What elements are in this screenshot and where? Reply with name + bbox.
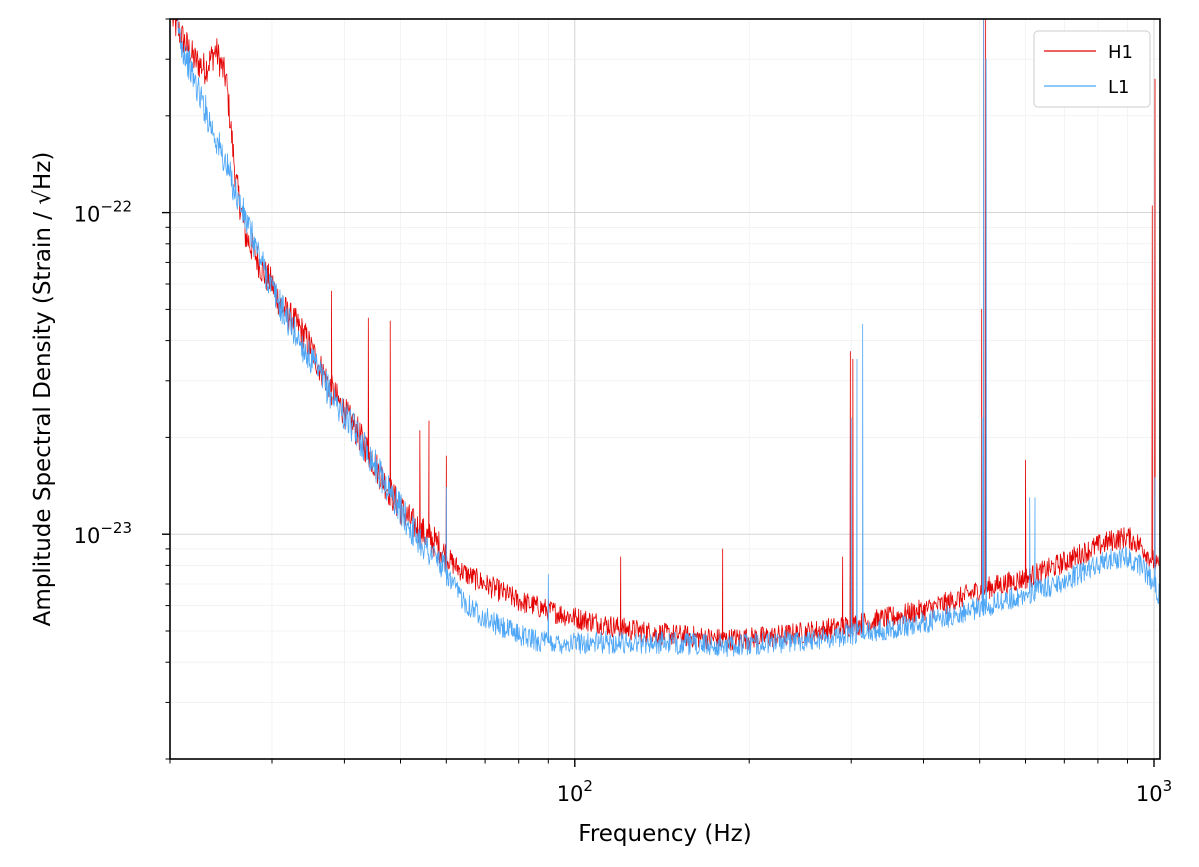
series-line-h1 [172, 19, 1160, 651]
legend-box [1033, 30, 1151, 108]
x-axis-label: Frequency (Hz) [578, 821, 751, 847]
y-tick-exponent: −23 [100, 519, 132, 537]
series-line-l1 [177, 19, 1160, 658]
x-tick-base: 10 [1136, 782, 1163, 806]
y-axis-label: Amplitude Spectral Density (Strain / √Hz… [30, 152, 56, 627]
y-tick-base: 10 [74, 524, 101, 548]
plot-frame [169, 18, 1161, 760]
y-tick-label: 10−23 [74, 519, 132, 548]
legend-label-h1: H1 [1108, 42, 1133, 63]
y-tick-label: 10−22 [74, 198, 132, 227]
x-tick-label: 102 [557, 777, 593, 806]
x-tick-label: 103 [1136, 777, 1172, 806]
x-tick-exponent: 2 [583, 777, 593, 795]
y-tick-base: 10 [74, 203, 101, 227]
legend: H1 L1 [1033, 30, 1151, 108]
y-tick-exponent: −22 [100, 198, 132, 216]
x-tick-base: 10 [557, 782, 584, 806]
legend-label-l1: L1 [1108, 77, 1129, 98]
x-tick-exponent: 3 [1163, 777, 1173, 795]
series-group [172, 19, 1160, 658]
plot-background [170, 19, 1160, 759]
